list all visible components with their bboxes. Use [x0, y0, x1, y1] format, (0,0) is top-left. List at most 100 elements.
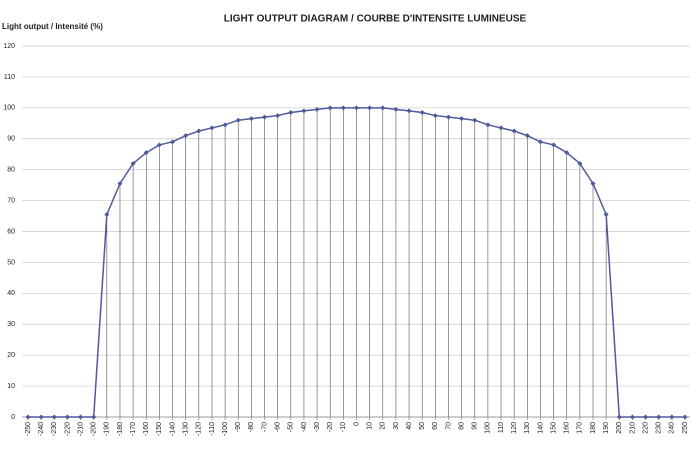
x-tick-label: 10 [366, 422, 373, 430]
x-tick-label: 70 [445, 422, 452, 430]
x-tick-label: 90 [472, 422, 479, 430]
marker [564, 150, 570, 156]
x-tick-label: -70 [261, 422, 268, 432]
x-tick-label: 60 [432, 422, 439, 430]
marker [196, 128, 202, 134]
x-tick-label: -230 [51, 422, 58, 436]
x-tick-label: 140 [537, 422, 544, 434]
marker [38, 414, 44, 420]
marker [288, 109, 294, 115]
marker [235, 117, 241, 123]
marker [25, 414, 31, 420]
y-tick-label: 100 [3, 105, 15, 112]
y-tick-label: 50 [7, 259, 15, 266]
y-tick-label: 40 [7, 290, 15, 297]
x-tick-label: -210 [77, 422, 84, 436]
x-tick-label: -40 [301, 422, 308, 432]
marker [603, 211, 609, 217]
marker [262, 114, 268, 120]
marker [143, 150, 149, 156]
x-tick-label: 180 [590, 422, 597, 434]
marker [682, 414, 688, 420]
marker [354, 105, 359, 111]
x-tick-label: -110 [209, 422, 216, 436]
y-tick-label: 90 [7, 136, 15, 143]
x-tick-label: -100 [222, 422, 229, 436]
marker [656, 414, 662, 420]
marker [275, 113, 281, 119]
x-tick-label: -160 [143, 422, 150, 436]
y-tick-label: 120 [3, 43, 15, 50]
x-tick-label: 160 [564, 422, 571, 434]
x-tick-label: -240 [38, 422, 45, 436]
x-tick-label: 80 [458, 422, 465, 430]
x-tick-label: 150 [550, 422, 557, 434]
marker [445, 114, 451, 120]
x-tick-label: -120 [196, 422, 203, 436]
x-tick-label: 210 [629, 422, 636, 434]
x-tick-label: -190 [104, 422, 111, 436]
marker [629, 414, 635, 420]
marker [551, 142, 557, 148]
y-tick-label: 70 [7, 197, 15, 204]
x-tick-label: -170 [130, 422, 137, 436]
marker [393, 106, 399, 112]
marker [616, 414, 622, 420]
x-tick-label: -20 [327, 422, 334, 432]
x-tick-label: 130 [524, 422, 531, 434]
x-tick-label: -50 [288, 422, 295, 432]
y-tick-label: 110 [4, 74, 15, 81]
x-tick-label: 190 [603, 422, 610, 434]
marker [472, 117, 478, 123]
marker [222, 122, 228, 128]
marker [380, 105, 386, 111]
x-tick-label: 230 [656, 422, 663, 434]
marker [485, 122, 491, 128]
x-tick-label: 120 [511, 422, 518, 434]
marker [524, 133, 530, 139]
marker [91, 414, 97, 420]
marker [209, 125, 215, 131]
marker [327, 105, 333, 111]
marker [301, 108, 307, 114]
marker [314, 106, 320, 112]
y-tick-label: 30 [7, 321, 15, 328]
y-axis-label: Light output / Intensité (%) [2, 22, 103, 31]
marker [183, 133, 189, 139]
x-tick-label: -30 [314, 422, 321, 432]
x-tick-label: 250 [682, 422, 689, 434]
chart-title: LIGHT OUTPUT DIAGRAM / COURBE D'INTENSIT… [224, 14, 527, 25]
x-tick-label: 220 [642, 422, 649, 434]
marker [498, 125, 504, 131]
x-tick-label: -90 [235, 422, 242, 432]
marker [537, 139, 543, 145]
x-tick-label: -140 [169, 422, 176, 436]
y-tick-label: 10 [7, 383, 15, 390]
y-tick-label: 60 [7, 228, 15, 235]
marker [419, 109, 425, 115]
y-tick-label: 80 [7, 167, 15, 174]
marker [459, 116, 465, 122]
x-tick-label: -60 [275, 422, 282, 432]
x-tick-label: -200 [91, 422, 98, 436]
marker [367, 105, 373, 111]
marker [51, 414, 57, 420]
x-tick-label: -80 [248, 422, 255, 432]
marker [511, 128, 517, 134]
x-tick-label: 40 [406, 422, 413, 430]
x-tick-label: -180 [117, 422, 124, 436]
marker [248, 116, 254, 122]
x-tick-label: -130 [183, 422, 190, 436]
marker [432, 113, 438, 119]
y-tick-label: 20 [7, 352, 15, 359]
marker [669, 414, 675, 420]
x-tick-label: 50 [419, 422, 426, 430]
marker [170, 139, 176, 145]
marker [590, 181, 596, 187]
marker [340, 105, 346, 111]
x-tick-label: 200 [616, 422, 623, 434]
x-tick-label: -10 [340, 422, 347, 432]
y-tick-label: 0 [11, 414, 15, 421]
marker [64, 414, 70, 420]
